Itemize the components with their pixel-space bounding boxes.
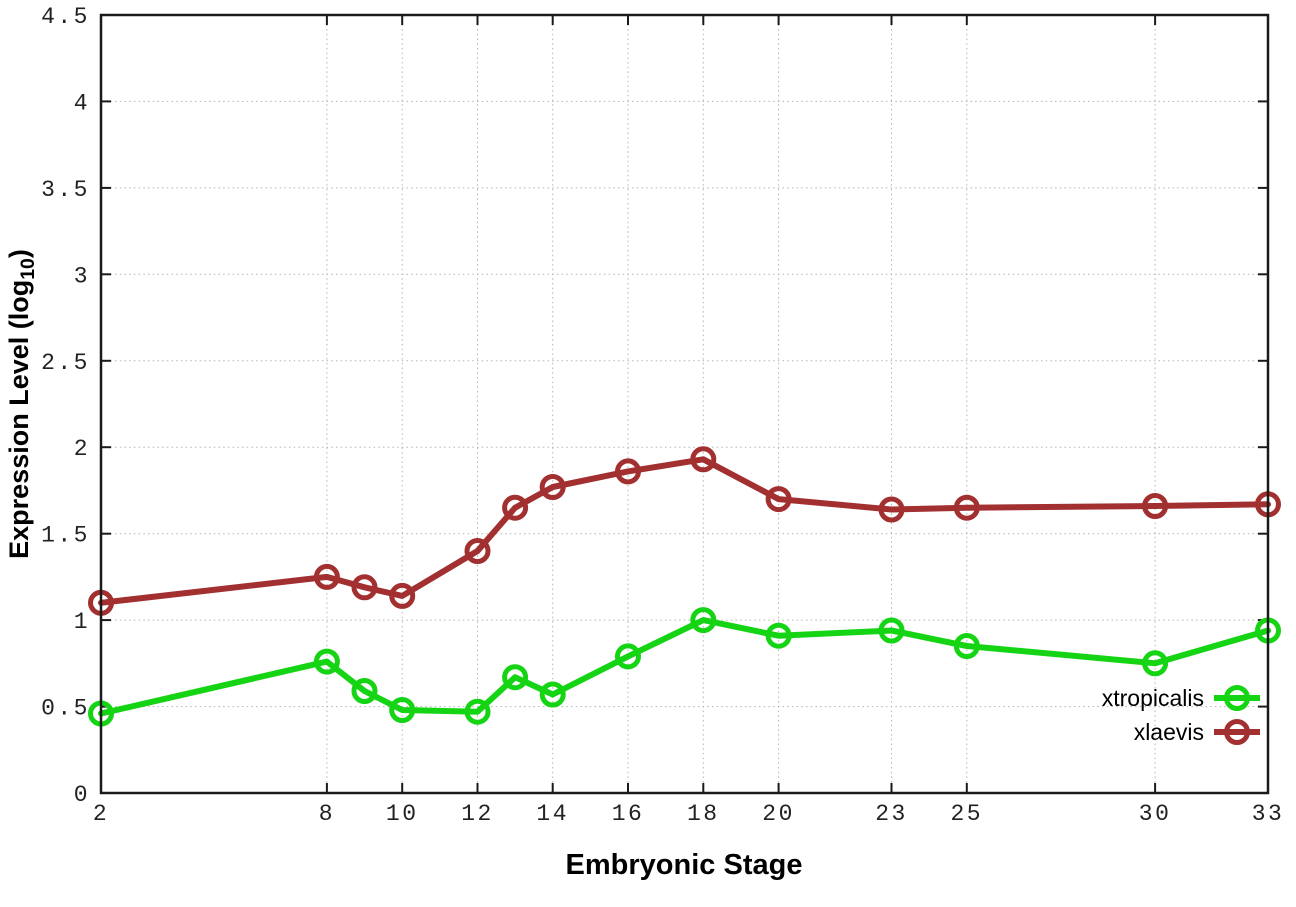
- plot-border: [99, 13, 1270, 795]
- legend-point-sample: [1224, 719, 1250, 745]
- svg-text:20: 20: [762, 801, 795, 827]
- svg-text:2: 2: [93, 801, 109, 827]
- svg-text:1: 1: [74, 609, 90, 635]
- svg-text:12: 12: [461, 801, 494, 827]
- svg-text:4: 4: [74, 90, 90, 116]
- legend-item-xlaevis: xlaevis: [1134, 715, 1264, 749]
- legend: xtropicalis xlaevis: [1102, 681, 1264, 749]
- svg-text:16: 16: [612, 801, 645, 827]
- svg-text:25: 25: [950, 801, 983, 827]
- legend-marker-xlaevis-icon: [1214, 719, 1260, 745]
- svg-text:33: 33: [1252, 801, 1285, 827]
- svg-text:10: 10: [386, 801, 419, 827]
- svg-text:2.5: 2.5: [41, 350, 90, 376]
- y-axis-title-subscript: 10: [17, 258, 40, 280]
- tick-labels: 2 8 10 12 14 16 18 20 23 25 30 33 0 0.5 1 1.5 2 2.5 3 3.5 4 4…: [41, 4, 1285, 827]
- svg-text:2: 2: [74, 436, 90, 462]
- svg-text:23: 23: [875, 801, 908, 827]
- legend-point-sample: [1224, 685, 1250, 711]
- legend-item-xtropicalis: xtropicalis: [1102, 681, 1264, 715]
- y-axis-title-text: Expression Level (log: [3, 279, 34, 559]
- y-axis-title: Expression Level (log10): [4, 249, 40, 559]
- legend-label-xlaevis: xlaevis: [1133, 718, 1204, 745]
- svg-text:3.5: 3.5: [41, 177, 90, 203]
- svg-text:8: 8: [319, 801, 335, 827]
- svg-text:1.5: 1.5: [41, 523, 90, 549]
- x-axis-title: Embryonic Stage: [565, 849, 803, 881]
- svg-text:0.5: 0.5: [41, 696, 90, 722]
- svg-text:14: 14: [536, 801, 569, 827]
- svg-text:18: 18: [687, 801, 720, 827]
- legend-label-xtropicalis: xtropicalis: [1101, 684, 1204, 711]
- y-axis-title-close: ): [3, 249, 34, 259]
- series-xlaevis: [88, 446, 1281, 616]
- svg-text:30: 30: [1139, 801, 1172, 827]
- svg-text:0: 0: [74, 782, 90, 808]
- svg-text:4.5: 4.5: [41, 4, 90, 30]
- svg-text:3: 3: [74, 263, 90, 289]
- legend-marker-xtropicalis-icon: [1214, 685, 1260, 711]
